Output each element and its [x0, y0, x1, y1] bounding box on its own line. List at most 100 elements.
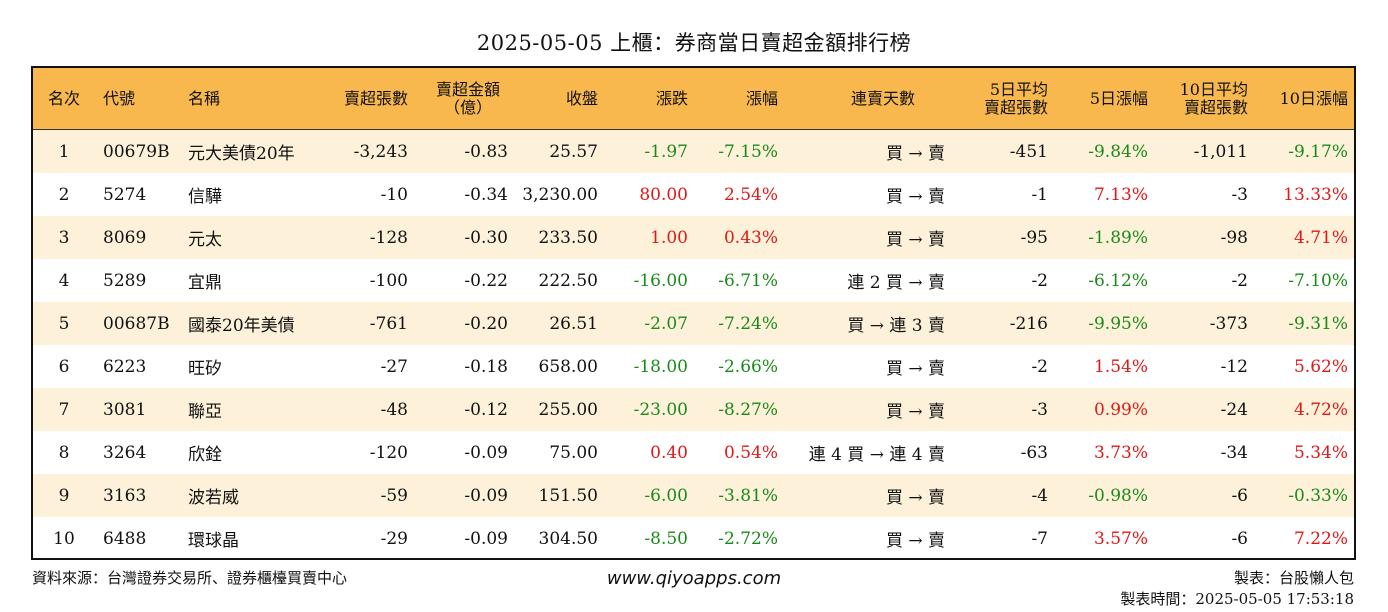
table-maker: 製表：台股懶人包	[1233, 569, 1354, 587]
cell-avg5: -1	[1031, 184, 1048, 205]
page-title: 2025-05-05 上櫃：券商當日賣超金額排行榜	[476, 31, 912, 55]
cell-avg10: -12	[1220, 356, 1248, 377]
cell-sell-amount: -0.83	[464, 141, 508, 162]
cell-streak: 買 → 賣	[885, 187, 945, 207]
cell-name: 環球晶	[188, 531, 239, 551]
cell-close: 658.00	[538, 356, 598, 377]
header-name: 名稱	[188, 88, 221, 108]
cell-rank: 10	[53, 528, 75, 549]
cell-change-pct: -8.27%	[718, 399, 778, 420]
cell-sell-lots: -3,243	[353, 141, 408, 162]
table-row: 1 00679B 元大美債20年 -3,243 -0.83 25.57 -1.97 -7.15…	[33, 130, 1354, 173]
cell-name: 元太	[188, 230, 222, 250]
cell-rank: 9	[58, 485, 70, 506]
cell-change-pct: -7.15%	[718, 141, 778, 162]
cell-sell-lots: -10	[380, 184, 408, 205]
cell-pct5: 3.57%	[1093, 528, 1148, 549]
cell-rank: 2	[58, 184, 70, 205]
cell-rank: 5	[58, 313, 70, 334]
cell-change-pct: 0.43%	[723, 227, 778, 248]
table-row: 8 3264 欣銓 -120 -0.09 75.00 0.40 0.54% 連 4 買 → 連 …	[33, 431, 1354, 474]
cell-change: 1.00	[650, 227, 688, 248]
cell-streak: 買 → 賣	[885, 230, 945, 250]
cell-change-pct: -2.72%	[718, 528, 778, 549]
cell-change: -16.00	[633, 270, 688, 291]
header-change: 漲跌	[655, 88, 688, 108]
cell-avg5: -2	[1031, 356, 1048, 377]
cell-avg10: -6	[1231, 485, 1248, 506]
table-row: 2 5274 信驊 -10 -0.34 3,230.00 80.00 2.54% 買 → 賣 -1…	[33, 173, 1354, 216]
cell-name: 旺矽	[188, 359, 222, 379]
cell-code: 3081	[103, 399, 147, 420]
cell-rank: 4	[58, 270, 70, 291]
header-rank: 名次	[47, 88, 80, 108]
header-sell-amount-line2: （億）	[443, 97, 492, 117]
header-pct10: 10日漲幅	[1279, 88, 1348, 108]
cell-rank: 3	[58, 227, 70, 248]
cell-code: 8069	[103, 227, 147, 248]
cell-pct10: 4.71%	[1293, 227, 1348, 248]
cell-pct10: -9.17%	[1288, 141, 1348, 162]
header-code: 代號	[103, 88, 136, 108]
cell-sell-amount: -0.12	[464, 399, 508, 420]
cell-pct5: -1.89%	[1088, 227, 1148, 248]
cell-avg5: -7	[1031, 528, 1048, 549]
cell-pct10: 5.34%	[1293, 442, 1348, 463]
cell-close: 151.50	[538, 485, 598, 506]
cell-streak: 買 → 賣	[885, 531, 945, 551]
cell-sell-lots: -120	[369, 442, 408, 463]
cell-code: 6223	[103, 356, 147, 377]
cell-streak: 連 4 買 → 連 4 賣	[808, 445, 945, 465]
cell-sell-lots: -100	[369, 270, 408, 291]
header-avg10: 10日平均 賣超張數	[1148, 68, 1248, 129]
table-row: 9 3163 波若威 -59 -0.09 151.50 -6.00 -3.81% 買 → 賣 -4…	[33, 474, 1354, 517]
cell-close: 26.51	[549, 313, 598, 334]
cell-change: 0.40	[650, 442, 688, 463]
cell-code: 5274	[103, 184, 147, 205]
cell-change: -8.50	[644, 528, 688, 549]
cell-close: 25.57	[549, 141, 598, 162]
cell-sell-amount: -0.30	[464, 227, 508, 248]
cell-pct5: -9.95%	[1088, 313, 1148, 334]
cell-avg5: -451	[1009, 141, 1048, 162]
cell-pct10: -9.31%	[1288, 313, 1348, 334]
website-link[interactable]: www.qiyoapps.com	[606, 568, 782, 589]
cell-avg5: -95	[1020, 227, 1048, 248]
cell-sell-lots: -59	[380, 485, 408, 506]
cell-pct10: 4.72%	[1293, 399, 1348, 420]
made-time: 製表時間：2025-05-05 17:53:18	[1120, 590, 1354, 608]
table-row: 10 6488 環球晶 -29 -0.09 304.50 -8.50 -2.72% 買 → 賣 -…	[33, 517, 1354, 560]
cell-avg10: -373	[1209, 313, 1248, 334]
cell-avg10: -3	[1231, 184, 1248, 205]
cell-name: 信驊	[188, 187, 222, 207]
cell-change: -23.00	[633, 399, 688, 420]
cell-code: 00679B	[103, 141, 170, 162]
cell-pct5: 7.13%	[1093, 184, 1148, 205]
cell-sell-lots: -29	[380, 528, 408, 549]
cell-avg5: -3	[1031, 399, 1048, 420]
cell-change: -1.97	[644, 141, 688, 162]
cell-sell-amount: -0.20	[464, 313, 508, 334]
cell-rank: 8	[58, 442, 70, 463]
cell-change-pct: 2.54%	[723, 184, 778, 205]
header-close: 收盤	[565, 88, 598, 108]
cell-avg10: -24	[1220, 399, 1248, 420]
cell-close: 75.00	[549, 442, 598, 463]
cell-change-pct: -6.71%	[718, 270, 778, 291]
cell-avg10: -2	[1231, 270, 1248, 291]
cell-streak: 買 → 賣	[885, 359, 945, 379]
cell-sell-amount: -0.22	[464, 270, 508, 291]
cell-pct10: 7.22%	[1293, 528, 1348, 549]
cell-name: 國泰20年美債	[188, 316, 295, 336]
cell-streak: 買 → 連 3 賣	[847, 316, 945, 336]
cell-change-pct: 0.54%	[723, 442, 778, 463]
header-pct5: 5日漲幅	[1089, 88, 1148, 108]
cell-pct5: 0.99%	[1093, 399, 1148, 420]
cell-sell-lots: -761	[369, 313, 408, 334]
header-avg5: 5日平均 賣超張數	[948, 68, 1048, 129]
ranking-table: 名次 代號 名稱 賣超張數 賣超金額 （億） 收盤 漲跌 漲幅 連賣天數 5日平…	[31, 66, 1356, 560]
cell-rank: 6	[58, 356, 70, 377]
cell-change: -18.00	[633, 356, 688, 377]
table-row: 6 6223 旺矽 -27 -0.18 658.00 -18.00 -2.66% 買 → 賣 -2…	[33, 345, 1354, 388]
cell-sell-lots: -48	[380, 399, 408, 420]
